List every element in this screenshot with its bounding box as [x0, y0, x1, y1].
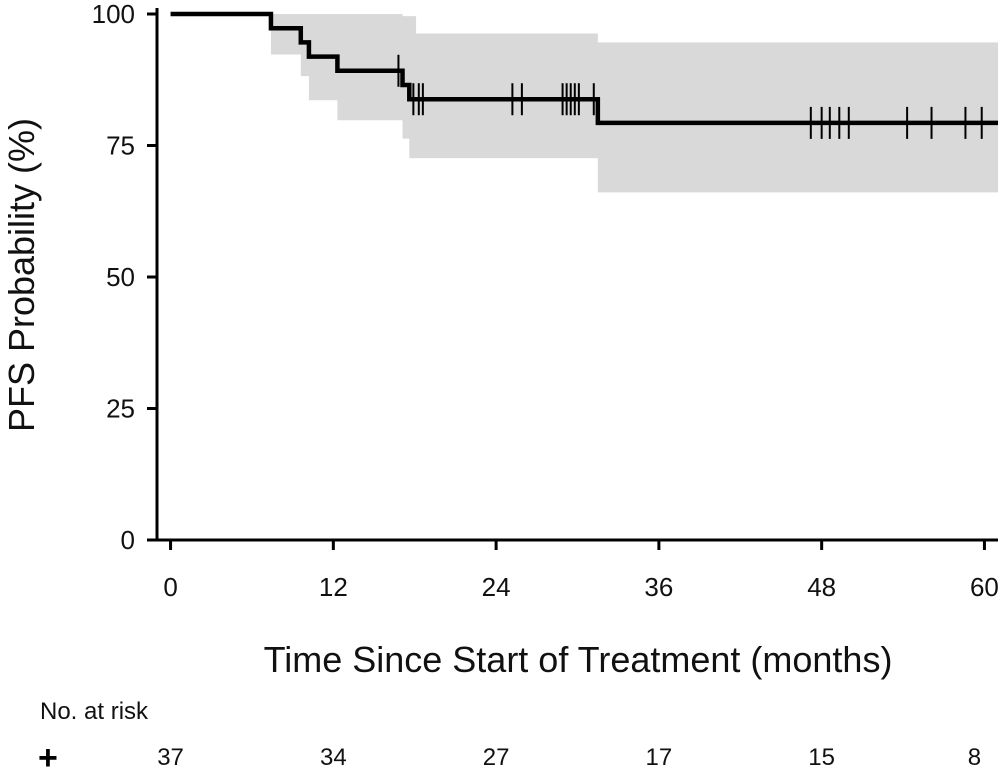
risk-count: 15: [808, 744, 836, 771]
km-chart: 0 12 24 36 48 60 0 25 50 75 100 Time Since Start o…: [1, 0, 999, 680]
ticks-layer: 0 12 24 36 48 60 0 25 50 75 100: [92, 0, 999, 602]
y-tick-label: 75: [106, 131, 135, 161]
confidence-band: [170, 14, 998, 193]
x-tick-label: 12: [319, 572, 348, 602]
y-tick-label: 50: [106, 262, 135, 292]
x-axis-title: Time Since Start of Treatment (months): [264, 639, 893, 680]
risk-count: 8: [967, 744, 982, 771]
risk-table-title: No. at risk: [40, 698, 149, 725]
risk-count: 34: [319, 744, 347, 771]
x-tick-label: 48: [807, 572, 836, 602]
pfs-curve: [170, 11, 998, 126]
risk-group-plus-icon: +: [38, 739, 58, 777]
axes-layer: [155, 8, 998, 542]
y-tick-label: 25: [106, 394, 135, 424]
x-tick-label: 60: [970, 572, 999, 602]
y-tick-label: 0: [121, 525, 135, 555]
confidence-band-layer: [170, 14, 998, 193]
y-tick-label: 100: [92, 0, 135, 29]
y-axis-title: PFS Probability (%): [1, 118, 42, 432]
risk-count: 27: [482, 744, 510, 771]
risk-count: 17: [645, 744, 673, 771]
x-tick-label: 0: [163, 572, 177, 602]
curve-layer: [170, 11, 998, 126]
x-tick-label: 36: [644, 572, 673, 602]
censor-marks-layer: [397, 54, 983, 139]
risk-count: 37: [157, 744, 184, 771]
x-tick-label: 24: [482, 572, 511, 602]
